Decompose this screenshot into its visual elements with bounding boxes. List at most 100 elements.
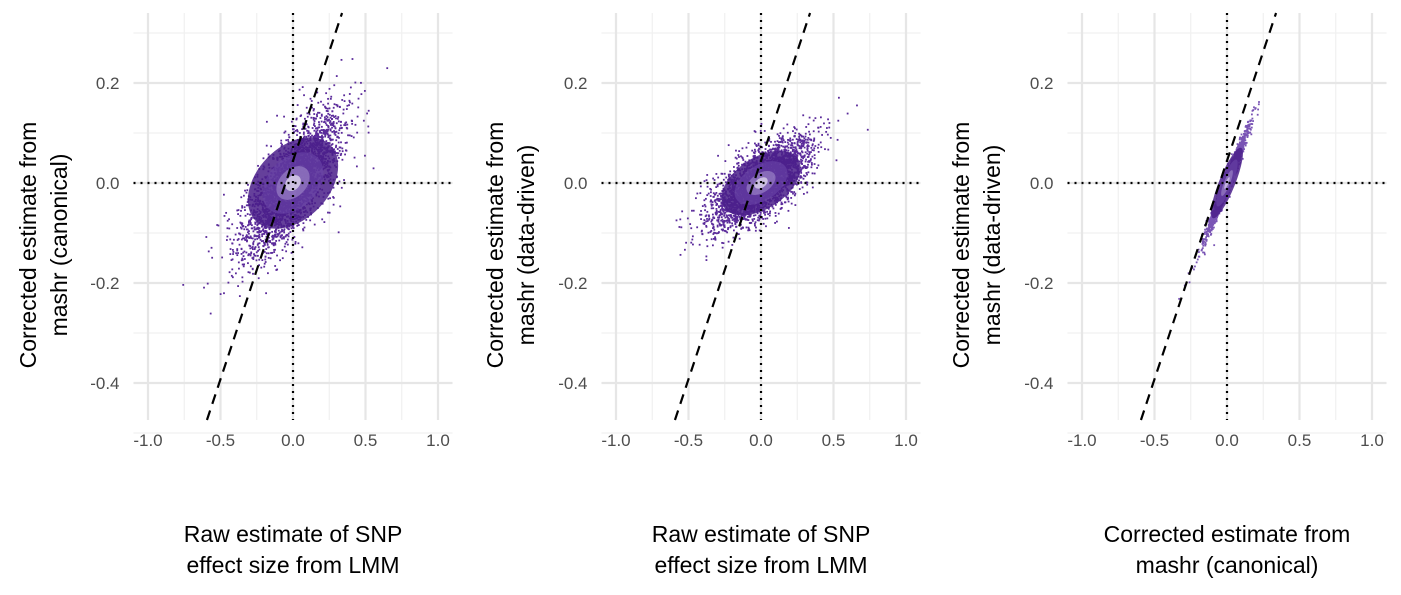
data-point [250,252,253,255]
data-point [240,247,243,250]
data-point [336,117,339,120]
data-point [366,112,369,115]
data-point [282,236,285,239]
data-point [225,239,228,241]
data-point [333,116,336,118]
data-point [800,182,803,184]
data-point [328,137,331,140]
data-point [337,120,340,123]
data-point [341,150,344,153]
data-point [778,134,780,137]
data-point [226,227,229,230]
data-point [719,205,722,207]
data-point [836,138,839,141]
data-point [348,99,351,102]
data-point [294,242,297,245]
data-point [292,224,295,227]
data-point [795,155,798,158]
data-point [706,194,709,197]
data-point [791,138,794,141]
data-point [715,209,718,212]
data-point [254,221,257,224]
data-point [325,115,328,117]
data-point [720,228,723,231]
data-point [716,197,719,200]
data-point [777,148,780,151]
data-point [254,254,257,257]
data-point [692,243,694,246]
data-point [205,236,208,238]
data-point [352,136,355,139]
data-point [245,204,248,207]
data-point [329,197,331,200]
data-point [249,220,251,223]
data-point [258,242,261,245]
data-point [315,133,318,136]
data-point [247,183,249,186]
data-point [278,239,281,242]
data-point [717,219,720,222]
data-point [774,203,777,206]
data-point [257,228,259,230]
data-point [236,254,239,257]
data-point [734,222,737,225]
data-point [328,121,331,124]
data-point [703,203,706,206]
data-point [681,210,684,213]
data-point [249,245,252,247]
data-point [330,114,333,117]
data-point [247,253,250,256]
data-point [238,267,240,270]
data-point [274,230,277,232]
data-point [226,235,229,238]
data-point [335,75,338,77]
data-point [328,118,330,121]
data-point [265,230,268,233]
density-region [285,175,301,191]
data-point [241,225,244,228]
data-point [286,238,289,241]
data-point [748,229,751,232]
data-point [306,115,309,118]
data-point [312,109,315,112]
data-point [321,218,324,221]
data-point [238,295,241,298]
data-point [216,224,219,226]
data-point [334,131,337,134]
data-point [271,238,274,241]
data-point [800,171,803,174]
data-point [261,235,264,238]
data-point [753,222,756,225]
data-point [289,231,292,233]
data-point [318,126,321,129]
data-point [675,219,678,222]
data-point [364,154,366,157]
data-point [313,108,315,110]
data-point [253,235,256,238]
data-point [229,248,232,250]
data-point [278,231,281,234]
data-point [724,181,727,184]
data-point [335,117,337,120]
data-point [354,81,357,84]
data-point [817,146,819,149]
data-point [794,132,797,134]
data-point [265,120,268,123]
data-point [332,114,334,117]
data-point [798,147,801,150]
data-point [283,245,286,248]
data-point [804,138,807,141]
data-point [253,228,256,231]
data-point [762,218,765,220]
data-point [246,213,249,215]
data-point [230,274,233,277]
data-point [768,139,771,142]
data-point [267,272,269,275]
data-point [748,214,751,217]
data-point [683,248,686,251]
data-point [275,231,277,234]
data-point [251,257,254,259]
data-point [313,120,316,122]
data-point [219,293,222,296]
